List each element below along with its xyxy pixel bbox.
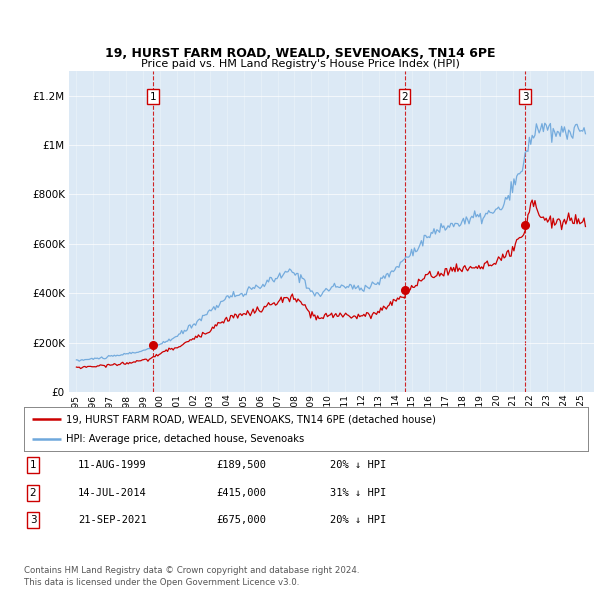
Text: 1: 1	[29, 460, 37, 470]
Text: 11-AUG-1999: 11-AUG-1999	[78, 460, 147, 470]
Text: 2: 2	[29, 488, 37, 497]
Text: Price paid vs. HM Land Registry's House Price Index (HPI): Price paid vs. HM Land Registry's House …	[140, 59, 460, 69]
Text: £189,500: £189,500	[216, 460, 266, 470]
Text: 1: 1	[150, 92, 157, 101]
Text: 21-SEP-2021: 21-SEP-2021	[78, 516, 147, 525]
Text: Contains HM Land Registry data © Crown copyright and database right 2024.
This d: Contains HM Land Registry data © Crown c…	[24, 566, 359, 587]
Text: £415,000: £415,000	[216, 488, 266, 497]
Text: 14-JUL-2014: 14-JUL-2014	[78, 488, 147, 497]
Text: 19, HURST FARM ROAD, WEALD, SEVENOAKS, TN14 6PE (detached house): 19, HURST FARM ROAD, WEALD, SEVENOAKS, T…	[66, 414, 436, 424]
Text: 20% ↓ HPI: 20% ↓ HPI	[330, 460, 386, 470]
Text: 19, HURST FARM ROAD, WEALD, SEVENOAKS, TN14 6PE: 19, HURST FARM ROAD, WEALD, SEVENOAKS, T…	[105, 47, 495, 60]
Text: 2: 2	[401, 92, 408, 101]
Text: 20% ↓ HPI: 20% ↓ HPI	[330, 516, 386, 525]
Text: 3: 3	[29, 516, 37, 525]
Text: 31% ↓ HPI: 31% ↓ HPI	[330, 488, 386, 497]
Text: HPI: Average price, detached house, Sevenoaks: HPI: Average price, detached house, Seve…	[66, 434, 305, 444]
Text: 3: 3	[522, 92, 529, 101]
Text: £675,000: £675,000	[216, 516, 266, 525]
